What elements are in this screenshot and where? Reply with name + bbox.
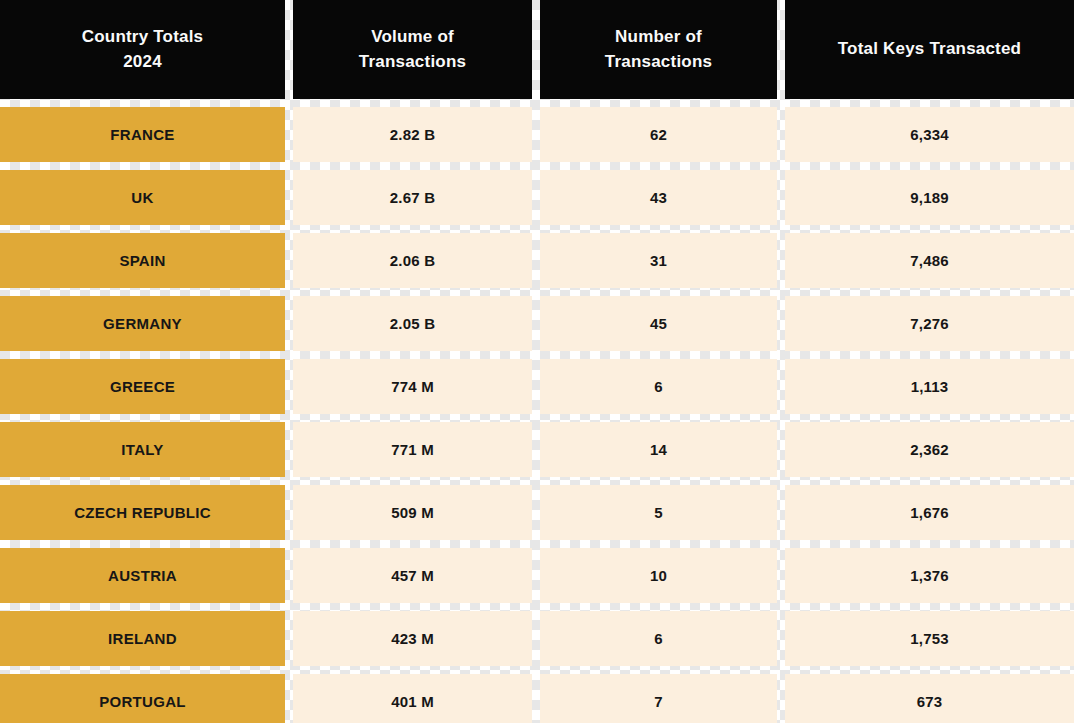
volume-cell: 774 M — [293, 359, 532, 414]
transactions-cell: 62 — [540, 107, 777, 162]
keys-cell: 673 — [785, 674, 1074, 723]
volume-cell: 2.05 B — [293, 296, 532, 351]
keys-cell: 1,113 — [785, 359, 1074, 414]
country-cell: SPAIN — [0, 233, 285, 288]
volume-cell: 401 M — [293, 674, 532, 723]
keys-cell: 2,362 — [785, 422, 1074, 477]
transactions-cell: 5 — [540, 485, 777, 540]
transactions-cell: 45 — [540, 296, 777, 351]
country-totals-table: Country Totals 2024 Volume of Transactio… — [0, 0, 1074, 723]
volume-cell: 509 M — [293, 485, 532, 540]
keys-cell: 1,376 — [785, 548, 1074, 603]
volume-cell: 2.67 B — [293, 170, 532, 225]
keys-cell: 1,753 — [785, 611, 1074, 666]
keys-cell: 7,486 — [785, 233, 1074, 288]
transactions-cell: 10 — [540, 548, 777, 603]
transactions-cell: 14 — [540, 422, 777, 477]
country-cell: FRANCE — [0, 107, 285, 162]
country-cell: IRELAND — [0, 611, 285, 666]
volume-cell: 2.82 B — [293, 107, 532, 162]
transactions-cell: 6 — [540, 611, 777, 666]
transactions-cell: 43 — [540, 170, 777, 225]
keys-cell: 9,189 — [785, 170, 1074, 225]
country-cell: PORTUGAL — [0, 674, 285, 723]
header-volume-of-transactions: Volume of Transactions — [293, 0, 532, 99]
header-number-of-transactions: Number of Transactions — [540, 0, 777, 99]
volume-cell: 423 M — [293, 611, 532, 666]
country-cell: GREECE — [0, 359, 285, 414]
volume-cell: 771 M — [293, 422, 532, 477]
country-cell: ITALY — [0, 422, 285, 477]
keys-cell: 6,334 — [785, 107, 1074, 162]
transactions-cell: 31 — [540, 233, 777, 288]
transactions-cell: 7 — [540, 674, 777, 723]
page-background: { "chart_data": { "type": "table", "titl… — [0, 0, 1074, 723]
country-cell: GERMANY — [0, 296, 285, 351]
volume-cell: 2.06 B — [293, 233, 532, 288]
country-cell: AUSTRIA — [0, 548, 285, 603]
transactions-cell: 6 — [540, 359, 777, 414]
keys-cell: 1,676 — [785, 485, 1074, 540]
keys-cell: 7,276 — [785, 296, 1074, 351]
header-total-keys-transacted: Total Keys Transacted — [785, 0, 1074, 99]
country-cell: UK — [0, 170, 285, 225]
header-country-totals: Country Totals 2024 — [0, 0, 285, 99]
volume-cell: 457 M — [293, 548, 532, 603]
country-cell: CZECH REPUBLIC — [0, 485, 285, 540]
